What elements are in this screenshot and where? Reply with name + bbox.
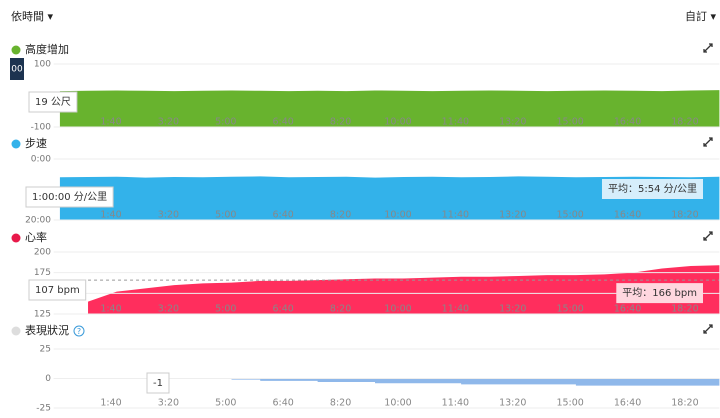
average-label: 平均：166 bpm [622,287,697,299]
x-tick-label: 5:00 [215,210,236,221]
legend-dot [11,233,21,243]
x-tick-label: 6:40 [273,304,294,315]
help-icon-text: ? [77,327,81,336]
tooltip: 19 公尺 [35,96,71,108]
x-tick-label: 15:00 [556,210,583,221]
y-tick-label: 0:00 [31,155,51,165]
x-tick-label: 10:00 [384,398,411,409]
range-selector[interactable]: 自訂 ▾ [685,9,716,23]
x-tick-label: 3:20 [158,304,179,315]
x-tick-label: 8:20 [330,117,351,128]
x-tick-label: 10:00 [384,304,411,315]
y-tick-label: 175 [34,268,51,278]
x-tick-label: 18:20 [671,117,698,128]
x-tick-label: 11:40 [442,304,469,315]
x-tick-label: 1:40 [100,304,121,315]
x-tick-label: 6:40 [273,398,294,409]
x-tick-label: 16:40 [614,210,641,221]
x-tick-label: 13:20 [499,398,526,409]
x-tick-label: 15:00 [556,304,583,315]
x-tick-label: 16:40 [614,398,641,409]
expand-icon[interactable] [703,43,713,53]
y-tick-label: 0 [45,374,51,384]
y-tick-label: 125 [34,310,51,320]
cursor-label: 00 [11,65,23,75]
label-box [28,279,87,301]
step-area [202,378,720,386]
x-tick-label: 8:20 [330,398,351,409]
area [59,176,720,220]
legend-dot [11,326,21,336]
y-tick-label: -25 [36,404,51,414]
x-tick-label: 11:40 [442,398,469,409]
legend-dot [11,139,21,149]
expand-icon[interactable] [703,324,713,334]
x-tick-label: 15:00 [556,117,583,128]
chart-title: 高度增加 [25,42,69,56]
x-tick-label: 13:20 [499,210,526,221]
area [88,265,720,314]
area [59,90,720,127]
x-tick-label: 8:20 [330,210,351,221]
label-box [146,372,170,394]
y-tick-label: 20:00 [25,216,51,226]
label-box [28,91,78,113]
x-tick-label: 10:00 [384,117,411,128]
chart-title: 步速 [25,137,47,150]
label-box [601,179,703,199]
x-tick-label: 6:40 [273,117,294,128]
x-tick-label: 16:40 [614,304,641,315]
x-tick-label: 3:20 [158,210,179,221]
chart-title: 表現狀況 [25,323,69,337]
x-tick-label: 18:20 [671,304,698,315]
cursor-label-box [10,58,24,80]
chart-title: 心率 [25,230,47,244]
x-tick-label: 5:00 [215,398,236,409]
x-tick-label: 6:40 [273,210,294,221]
x-tick-label: 18:20 [671,398,698,409]
expand-icon[interactable] [703,137,713,147]
y-tick-label: 25 [40,345,51,355]
tooltip: 1:00:00 分/公里 [32,191,107,203]
legend-dot [11,45,21,55]
expand-icon[interactable] [703,231,713,241]
x-tick-label: 11:40 [442,117,469,128]
average-label: 平均：5:54 分/公里 [608,183,697,195]
y-tick-label: -100 [31,123,52,133]
tooltip: 107 bpm [35,285,80,296]
help-icon[interactable] [73,325,85,337]
x-tick-label: 10:00 [384,210,411,221]
x-tick-label: 1:40 [100,398,121,409]
x-tick-label: 3:20 [158,398,179,409]
y-tick-label: 200 [34,248,51,258]
label-box [25,186,114,208]
tooltip: -1 [153,378,163,389]
x-tick-label: 18:20 [671,210,698,221]
x-tick-label: 3:20 [158,117,179,128]
x-tick-label: 1:40 [100,117,121,128]
x-tick-label: 16:40 [614,117,641,128]
view-selector[interactable]: 依時間 ▾ [11,10,53,23]
x-tick-label: 13:20 [499,304,526,315]
y-tick-label: 100 [34,60,51,70]
label-box [616,283,703,304]
x-tick-label: 5:00 [215,304,236,315]
x-tick-label: 8:20 [330,304,351,315]
x-tick-label: 1:40 [100,210,121,221]
x-tick-label: 11:40 [442,210,469,221]
x-tick-label: 15:00 [556,398,583,409]
x-tick-label: 13:20 [499,117,526,128]
x-tick-label: 5:00 [215,117,236,128]
